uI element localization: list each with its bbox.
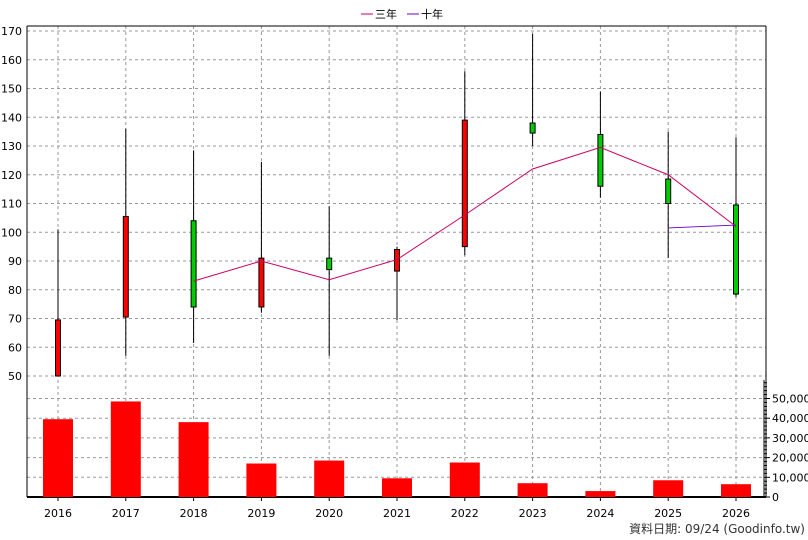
data-date-footer: 資料日期: 09/24 (Goodinfo.tw) <box>629 522 805 536</box>
candle-body-2023 <box>529 122 536 134</box>
volume-bar-2021 <box>382 478 412 497</box>
price-tick-label: 130 <box>1 140 22 153</box>
candlesticks <box>55 33 739 377</box>
volume-bar-2016 <box>43 419 73 497</box>
price-tick-label: 90 <box>8 255 22 268</box>
candle-body-2016 <box>55 319 61 377</box>
volume-tick-label: 40,000 <box>772 412 808 425</box>
volume-axis-ticks: 0 10,000 20,000 30,000 40,000 50,000 <box>763 380 808 504</box>
candle-body-2020 <box>326 257 333 271</box>
volume-bar-2024 <box>585 491 616 497</box>
year-tick-label: 2017 <box>112 507 140 520</box>
price-tick-label: 50 <box>8 370 22 383</box>
series-line-三年 <box>193 146 737 282</box>
price-tick-label: 160 <box>1 54 22 67</box>
year-tick-label: 2024 <box>586 507 614 520</box>
price-tick-label: 120 <box>1 169 22 182</box>
series-line-十年 <box>668 224 737 229</box>
volume-bar-2026 <box>721 484 751 497</box>
volume-bar-2017 <box>110 401 141 497</box>
candle-body-2025 <box>665 178 672 204</box>
volume-bar-2020 <box>314 460 345 497</box>
volume-bar-2023 <box>517 483 548 497</box>
price-tick-label: 110 <box>1 198 22 211</box>
year-tick-label: 2019 <box>247 507 275 520</box>
price-tick-label: 150 <box>1 83 22 96</box>
volume-tick-label: 0 <box>772 491 779 504</box>
volume-bars <box>43 401 751 497</box>
year-tick-label: 2022 <box>451 507 479 520</box>
year-tick-label: 2026 <box>722 507 750 520</box>
price-axis-ticks: 50 60 70 80 90 100 110 120 130 140 150 160 170 <box>1 25 22 383</box>
volume-bar-2022 <box>449 462 480 497</box>
candle-body-2024 <box>597 134 604 187</box>
price-tick-label: 100 <box>1 226 22 239</box>
price-tick-label: 80 <box>8 284 22 297</box>
volume-tick-label: 50,000 <box>772 393 808 406</box>
year-tick-label: 2020 <box>315 507 343 520</box>
candle-body-2019 <box>258 257 265 308</box>
year-tick-label: 2016 <box>44 507 72 520</box>
legend: 三年 十年 <box>361 7 443 21</box>
year-tick-label: 2025 <box>654 507 682 520</box>
volume-tick-label: 20,000 <box>772 452 808 465</box>
volume-bar-2025 <box>653 480 684 497</box>
candle-body-2017 <box>122 215 129 318</box>
volume-bar-2018 <box>178 422 209 497</box>
candle-body-2022 <box>461 119 468 248</box>
price-tick-label: 170 <box>1 25 22 38</box>
price-tick-label: 60 <box>8 341 22 354</box>
volume-bar-2019 <box>246 463 277 497</box>
year-axis-ticks: 2016 2017 2018 2019 2020 2021 2022 2023 2024 2025… <box>44 497 750 520</box>
candle-body-2018 <box>190 220 197 308</box>
moving-average-lines <box>193 146 737 282</box>
candle-body-2026 <box>733 204 739 295</box>
volume-tick-label: 10,000 <box>772 471 808 484</box>
year-tick-label: 2018 <box>180 507 208 520</box>
year-tick-label: 2023 <box>519 507 547 520</box>
year-tick-label: 2021 <box>383 507 411 520</box>
price-tick-label: 70 <box>8 313 22 326</box>
legend-label-十年: 十年 <box>421 7 443 21</box>
volume-tick-label: 30,000 <box>772 432 808 445</box>
legend-label-三年: 三年 <box>375 7 397 21</box>
price-tick-label: 140 <box>1 111 22 124</box>
